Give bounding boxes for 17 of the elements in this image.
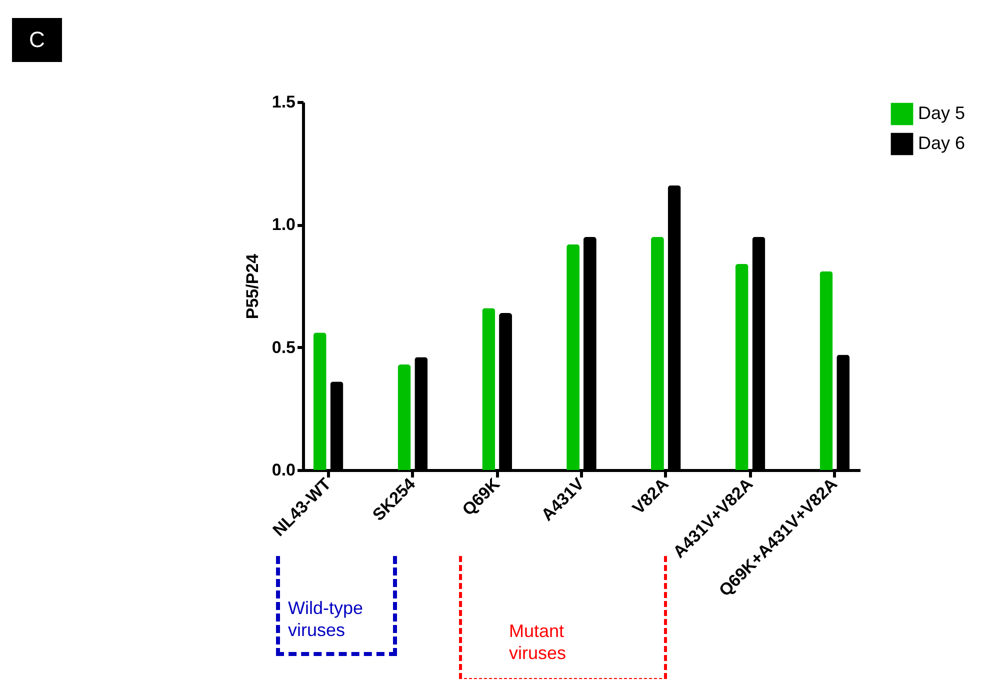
bar [735,264,748,470]
y-tick-label: 0.0 [272,460,296,480]
y-tick-label: 1.5 [272,92,296,112]
text: Mutant viruses [509,620,568,664]
bar [566,244,580,470]
y-tick-label: 0.5 [272,338,296,357]
bar [313,332,326,470]
bar [398,364,411,470]
legend-label: Day 6 [918,133,966,153]
y-axis-title: P55/P24 [242,253,262,320]
bar [820,271,833,470]
text: C [12,18,62,62]
text: Wild-type viruses [288,597,364,641]
bar [650,236,664,470]
y-tick-label: 1.0 [272,215,296,234]
bar [482,308,496,470]
legend-label: Day 5 [918,103,966,123]
